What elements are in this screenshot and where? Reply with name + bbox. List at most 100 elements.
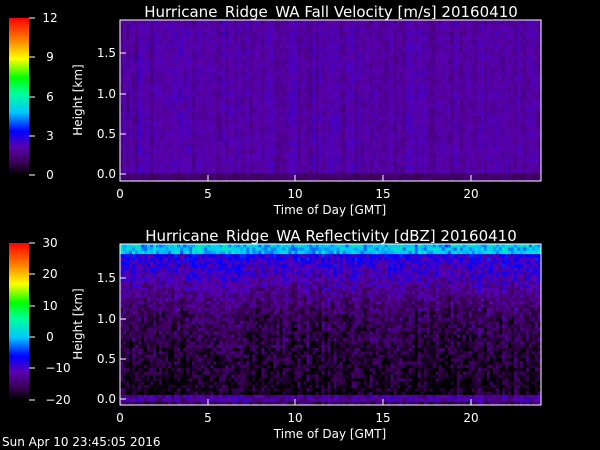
heatmap-cell xyxy=(408,148,412,154)
heatmap-cell xyxy=(342,156,346,162)
heatmap-cell xyxy=(459,156,464,162)
heatmap-cell xyxy=(456,144,461,150)
heatmap-cell xyxy=(318,28,322,33)
heatmap-cell xyxy=(186,28,190,33)
heatmap-cell xyxy=(186,120,190,125)
heatmap-cell xyxy=(123,132,127,138)
heatmap-cell xyxy=(243,84,247,89)
heatmap-cell xyxy=(366,136,370,142)
heatmap-cell xyxy=(288,44,292,49)
heatmap-cell xyxy=(327,148,331,154)
heatmap-cell xyxy=(333,164,337,170)
heatmap-cell xyxy=(147,68,151,73)
heatmap-cell xyxy=(345,24,349,29)
heatmap-cell xyxy=(204,76,208,81)
heatmap-cell xyxy=(198,100,202,105)
heatmap-cell xyxy=(192,28,196,33)
heatmap-cell xyxy=(480,124,485,129)
heatmap-cell xyxy=(282,20,286,25)
heatmap-cell xyxy=(453,104,458,109)
heatmap-cell xyxy=(246,108,250,113)
heatmap-cell xyxy=(477,132,482,138)
heatmap-cell xyxy=(234,100,238,105)
heatmap-cell xyxy=(249,120,253,125)
heatmap-cell xyxy=(456,148,461,154)
heatmap-cell xyxy=(225,156,229,162)
heatmap-cell xyxy=(471,160,476,166)
heatmap-cell xyxy=(489,164,494,170)
heatmap-cell xyxy=(372,152,376,158)
heatmap-cell xyxy=(450,44,455,49)
heatmap-cell xyxy=(402,160,406,166)
heatmap-cell xyxy=(261,44,265,49)
heatmap-cell xyxy=(237,108,241,113)
heatmap-cell xyxy=(474,80,479,85)
heatmap-cell xyxy=(276,80,280,85)
heatmap-cell xyxy=(207,168,211,174)
heatmap-cell xyxy=(354,52,358,57)
heatmap-cell xyxy=(354,76,358,81)
heatmap-cell xyxy=(486,52,491,57)
heatmap-cell xyxy=(297,108,301,113)
heatmap-cell xyxy=(264,156,268,162)
heatmap-cell xyxy=(366,104,370,109)
heatmap-cell xyxy=(129,72,133,77)
heatmap-cell xyxy=(144,160,148,166)
heatmap-cell xyxy=(342,72,346,77)
heatmap-cell xyxy=(123,164,127,170)
heatmap-cell xyxy=(207,64,211,69)
heatmap-cell xyxy=(438,168,443,174)
heatmap-cell xyxy=(171,92,175,97)
heatmap-cell xyxy=(315,72,319,77)
heatmap-cell xyxy=(276,68,280,73)
heatmap-cell xyxy=(327,36,331,41)
heatmap-cell xyxy=(240,48,244,53)
heatmap-cell xyxy=(426,124,431,129)
heatmap-cell xyxy=(312,80,316,85)
heatmap-cell xyxy=(150,108,154,113)
heatmap-cell xyxy=(300,116,304,121)
heatmap-cell xyxy=(219,92,223,97)
heatmap-cell xyxy=(360,44,364,49)
heatmap-cell xyxy=(198,148,202,154)
heatmap-cell xyxy=(213,164,217,170)
heatmap-cell xyxy=(450,104,455,109)
heatmap-cell xyxy=(195,40,199,45)
heatmap-cell xyxy=(255,20,259,25)
heatmap-cell xyxy=(138,40,142,45)
heatmap-cell xyxy=(240,144,244,150)
heatmap-cell xyxy=(156,64,160,69)
heatmap-cell xyxy=(396,120,400,125)
heatmap-cell xyxy=(165,56,169,61)
heatmap-cell xyxy=(150,172,154,178)
heatmap-cell xyxy=(261,100,265,105)
heatmap-cell xyxy=(249,124,253,129)
heatmap-cell xyxy=(126,172,130,178)
heatmap-cell xyxy=(177,80,181,85)
heatmap-cell xyxy=(291,68,295,73)
heatmap-cell xyxy=(348,60,352,65)
heatmap-cell xyxy=(459,80,464,85)
heatmap-cell xyxy=(291,132,295,138)
heatmap-cell xyxy=(315,120,319,125)
heatmap-cell xyxy=(348,76,352,81)
heatmap-cell xyxy=(246,44,250,49)
heatmap-cell xyxy=(186,24,190,29)
heatmap-cell xyxy=(177,96,181,101)
heatmap-cell xyxy=(453,136,458,142)
heatmap-cell xyxy=(423,152,428,158)
heatmap-cell xyxy=(342,164,346,170)
heatmap-cell xyxy=(480,148,485,154)
heatmap-cell xyxy=(180,100,184,105)
heatmap-cell xyxy=(249,44,253,49)
heatmap-cell xyxy=(348,172,352,178)
heatmap-cell xyxy=(414,116,419,121)
heatmap-cell xyxy=(354,32,358,37)
heatmap-cell xyxy=(465,56,470,61)
heatmap-cell xyxy=(414,76,419,81)
heatmap-cell xyxy=(342,120,346,125)
heatmap-cell xyxy=(447,128,452,134)
heatmap-cell xyxy=(225,84,229,89)
heatmap-cell xyxy=(339,112,343,117)
heatmap-cell xyxy=(366,152,370,158)
